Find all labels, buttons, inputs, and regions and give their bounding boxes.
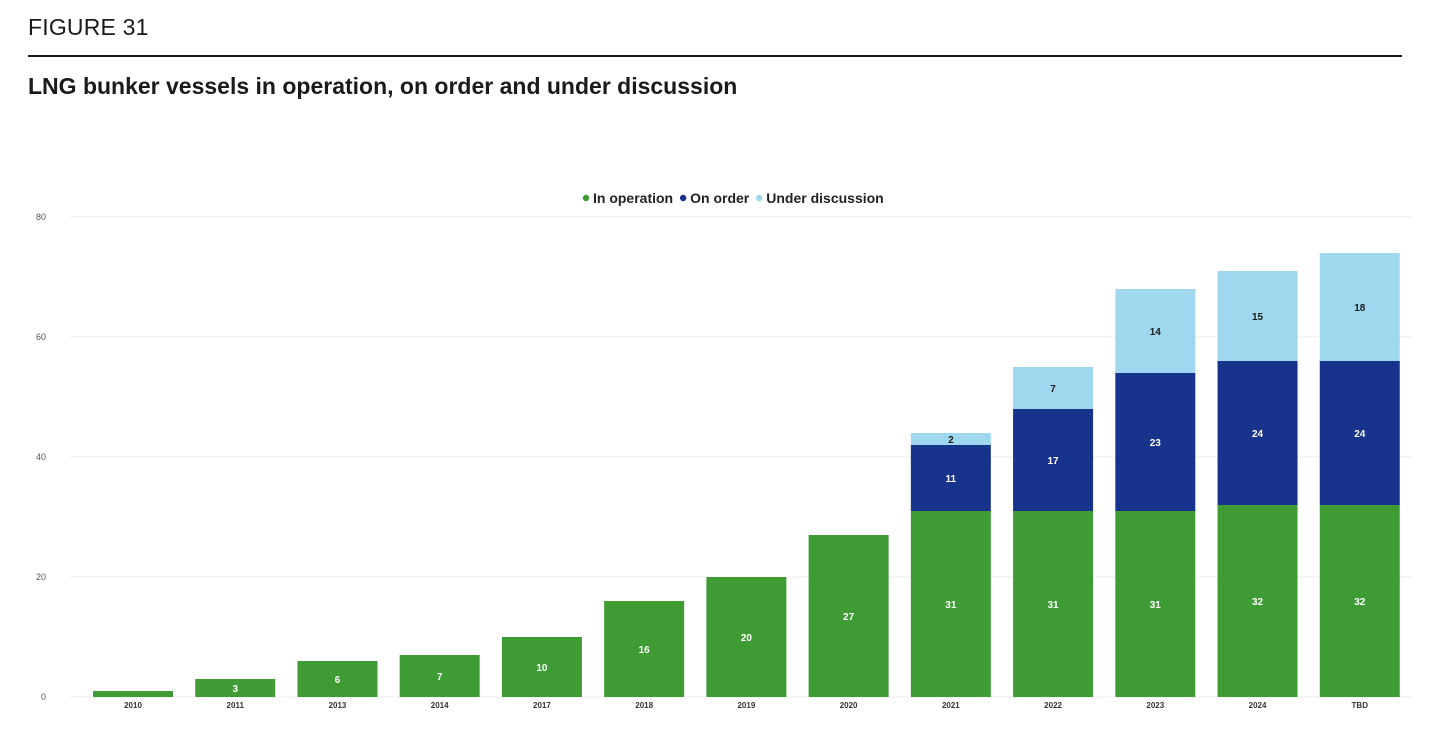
data-label: 16	[639, 645, 651, 656]
bar-in-operation-2011	[195, 679, 276, 697]
data-label: 15	[1252, 312, 1264, 323]
bar-on-order-TBD	[1319, 361, 1400, 505]
data-label: 17	[1048, 456, 1060, 467]
x-tick-label: 2020	[840, 701, 858, 710]
y-axis: 0 20 40 60 80	[36, 212, 46, 702]
x-tick-label: 2023	[1146, 701, 1164, 710]
bar-on-order-2023	[1115, 373, 1196, 511]
data-label: 6	[335, 675, 341, 686]
x-tick-label: 2024	[1249, 701, 1267, 710]
legend-label: In operation	[593, 190, 673, 206]
bars: 3 6 7 10 16 20 27 31 11 2 31 17 7 31 23 14 32 24 15 32 24 18	[93, 253, 1400, 697]
legend: In operation On order Under discussion	[582, 190, 884, 206]
bar-on-order-2021	[910, 445, 991, 511]
y-tick-label: 40	[36, 452, 46, 462]
data-label: 14	[1150, 327, 1162, 338]
bar-on-order-2022	[1013, 409, 1094, 511]
data-label: 32	[1252, 597, 1264, 608]
data-label: 7	[437, 672, 443, 683]
bar-under-discussion-2021	[910, 433, 991, 445]
figure-label: FIGURE 31	[28, 14, 149, 40]
data-label: 3	[232, 684, 238, 695]
data-label: 32	[1354, 597, 1366, 608]
x-tick-label: 2019	[737, 701, 755, 710]
y-tick-label: 0	[41, 692, 46, 702]
data-label: 24	[1252, 429, 1264, 440]
bar-in-operation-2010	[93, 691, 173, 697]
data-label: 18	[1354, 303, 1366, 314]
bar-under-discussion-2024	[1217, 271, 1298, 361]
bar-in-operation-2024	[1217, 505, 1298, 697]
data-label: 31	[945, 600, 957, 611]
bar-in-operation-2018	[604, 601, 685, 697]
chart-title: LNG bunker vessels in operation, on orde…	[28, 73, 738, 99]
data-label: 11	[946, 474, 957, 485]
x-tick-label: 2013	[329, 701, 347, 710]
data-label: 31	[1150, 600, 1162, 611]
x-tick-label: TBD	[1352, 701, 1369, 710]
x-tick-label: 2022	[1044, 701, 1062, 710]
bar-in-operation-2013	[297, 661, 378, 697]
bar-in-operation-2023	[1115, 511, 1196, 697]
x-tick-label: 2014	[431, 701, 449, 710]
data-label: 7	[1050, 384, 1056, 395]
bar-in-operation-2014	[399, 655, 480, 697]
data-label: 2	[948, 435, 954, 446]
data-label: 10	[536, 663, 548, 674]
title-divider	[28, 55, 1402, 57]
data-label: 24	[1354, 429, 1366, 440]
legend-marker	[582, 194, 590, 202]
y-tick-label: 20	[36, 572, 46, 582]
legend-marker	[679, 194, 687, 202]
bar-in-operation-TBD	[1319, 505, 1400, 697]
x-tick-label: 2011	[227, 701, 245, 710]
legend-label: On order	[690, 190, 750, 206]
x-tick-label: 2010	[124, 701, 142, 710]
data-label: 23	[1150, 438, 1162, 449]
data-label: 31	[1048, 600, 1060, 611]
x-tick-label: 2017	[533, 701, 551, 710]
x-tick-label: 2018	[635, 701, 653, 710]
data-label: 20	[741, 633, 753, 644]
bar-in-operation-2021	[910, 511, 991, 697]
x-axis: 2010 2011 2013 2014 2017 2018 2019 2020 2021 2022…	[124, 701, 1368, 710]
bar-in-operation-2019	[706, 577, 787, 697]
bar-in-operation-2017	[501, 637, 582, 697]
bar-in-operation-2020	[808, 535, 889, 697]
y-tick-label: 60	[36, 332, 46, 342]
data-label: 27	[843, 612, 855, 623]
bar-in-operation-2022	[1013, 511, 1094, 697]
bar-under-discussion-TBD	[1319, 253, 1400, 361]
y-tick-label: 80	[36, 212, 46, 222]
x-tick-label: 2021	[942, 701, 960, 710]
bar-under-discussion-2023	[1115, 289, 1196, 373]
bar-under-discussion-2022	[1013, 367, 1094, 409]
legend-marker	[756, 194, 763, 202]
bar-on-order-2024	[1217, 361, 1298, 505]
legend-label: Under discussion	[766, 190, 883, 206]
